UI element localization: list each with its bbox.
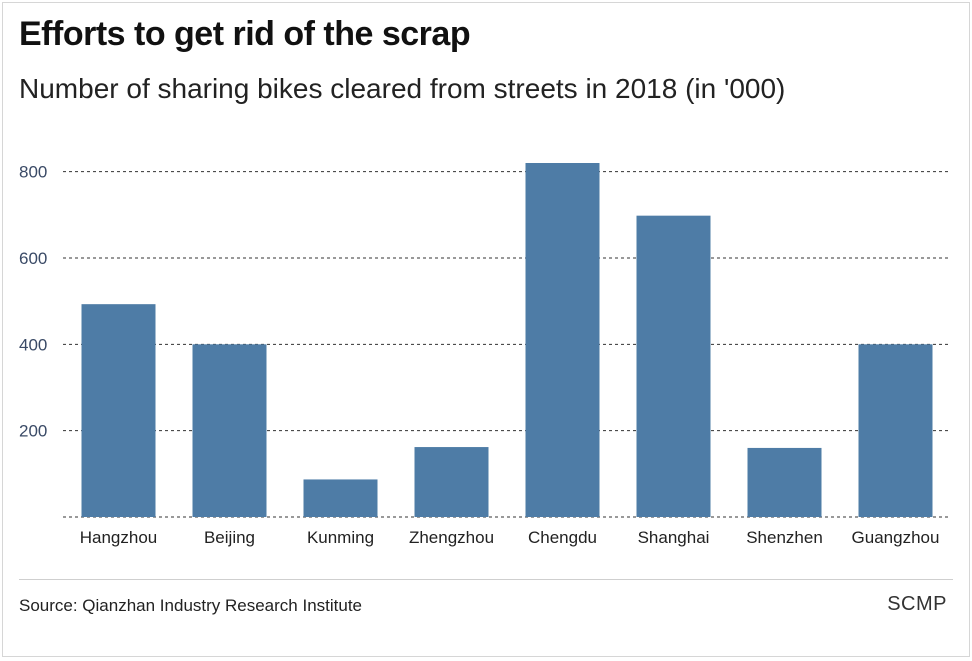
brand-logo: SCMP: [887, 593, 947, 615]
bar-guangzhou: [858, 344, 933, 517]
x-tick-label: Guangzhou: [852, 528, 940, 547]
bar-chart: 200 400 600 800 Hangzhou Beijing Kunming Zheng…: [19, 163, 951, 547]
y-axis-ticks: 200 400 600 800: [19, 163, 47, 441]
chart-title: Efforts to get rid of the scrap: [19, 15, 471, 53]
bar-zhengzhou: [414, 447, 489, 517]
y-tick-label: 600: [19, 249, 47, 268]
x-tick-label: Shanghai: [638, 528, 710, 547]
bar-kunming: [303, 479, 378, 517]
x-tick-label: Kunming: [307, 528, 374, 547]
x-tick-label: Chengdu: [528, 528, 597, 547]
x-tick-label: Zhengzhou: [409, 528, 494, 547]
y-tick-label: 800: [19, 163, 47, 182]
bar-hangzhou: [81, 304, 156, 517]
bar-shanghai: [636, 215, 711, 518]
chart-subtitle: Number of sharing bikes cleared from str…: [19, 73, 786, 104]
bar-chengdu: [525, 163, 600, 517]
x-tick-label: Hangzhou: [80, 528, 158, 547]
y-tick-label: 200: [19, 422, 47, 441]
bar-shenzhen: [747, 447, 822, 517]
x-axis-ticks: Hangzhou Beijing Kunming Zhengzhou Chengdu Sh…: [80, 528, 940, 547]
x-tick-label: Beijing: [204, 528, 255, 547]
source-note: Source: Qianzhan Industry Research Insti…: [19, 596, 363, 615]
footer-divider: [19, 579, 953, 580]
y-tick-label: 400: [19, 335, 47, 354]
bars: [81, 163, 933, 518]
x-tick-label: Shenzhen: [746, 528, 823, 547]
bar-beijing: [192, 344, 267, 517]
